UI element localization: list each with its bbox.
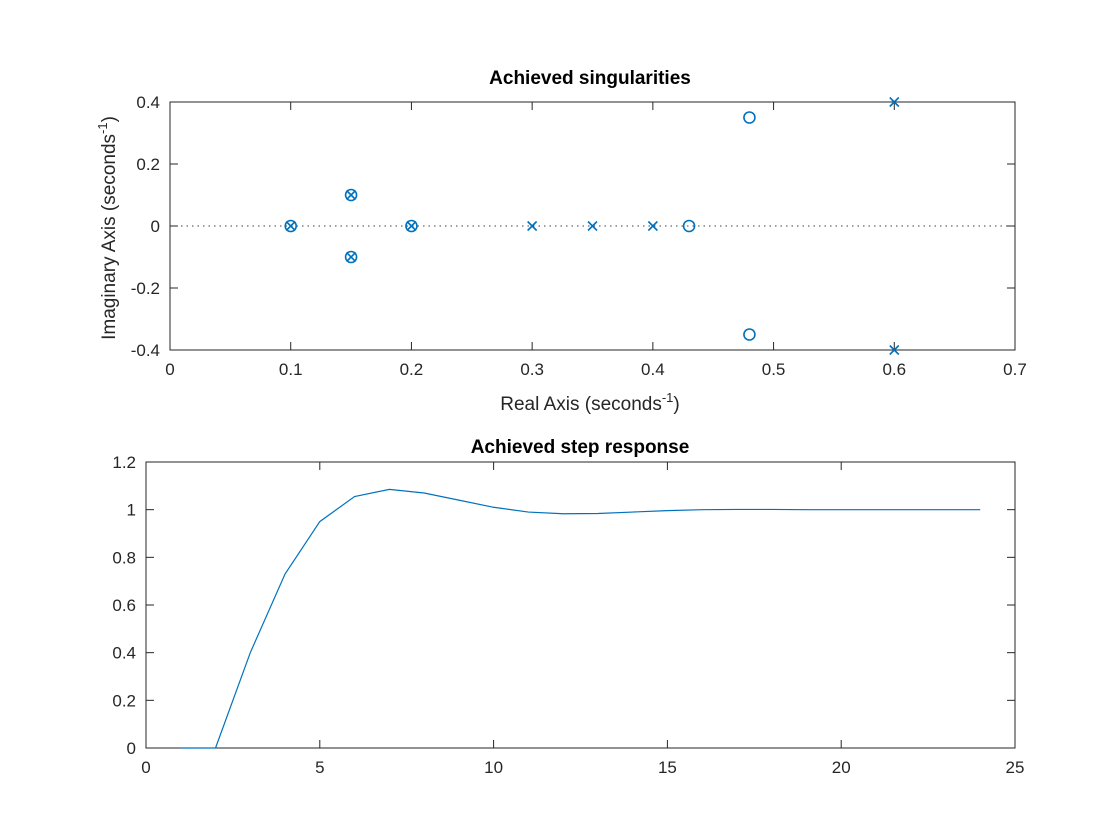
zero-marker: [743, 111, 756, 124]
step-response-plot-area: [145, 461, 1016, 749]
x-tick-label: 0.4: [641, 360, 665, 379]
x-tick-label: 0.2: [400, 360, 424, 379]
pole-marker: [285, 220, 296, 232]
y-tick-label: 0.2: [136, 155, 160, 174]
step-response-chart: Achieved step response 0 5 10 15 20 25 0 0.2 0.…: [112, 437, 1024, 777]
zero-marker: [682, 219, 696, 233]
pole-marker: [889, 96, 900, 108]
zero-marker: [344, 250, 358, 264]
pole-zero-y-ticks: -0.4 -0.2 0 0.2 0.4: [131, 93, 1015, 360]
pole-marker: [406, 220, 417, 232]
zero-marker: [405, 219, 418, 233]
pole-zero-markers: [284, 96, 900, 356]
step-response-x-ticks: 0 5 10 15 20 25: [141, 462, 1024, 777]
y-tick-label: 0.2: [112, 691, 136, 710]
x-tick-label: 0: [141, 758, 150, 777]
y-tick-label: 0.4: [112, 644, 136, 663]
y-tick-label: 1: [127, 501, 136, 520]
pole-marker: [587, 220, 598, 232]
y-tick-label: 0.6: [112, 596, 136, 615]
step-response-title: Achieved step response: [471, 437, 690, 458]
y-tick-label: 0.8: [112, 548, 136, 567]
pole-zero-x-ticks: 0 0.1 0.2 0.3 0.4 0.5 0.6 0.7: [165, 102, 1027, 379]
pole-marker: [346, 189, 357, 201]
x-tick-label: 0.6: [882, 360, 906, 379]
y-tick-label: 0: [151, 217, 160, 236]
x-tick-label: 0.1: [279, 360, 303, 379]
pole-marker: [647, 220, 658, 232]
pole-marker: [889, 344, 900, 356]
step-response-y-ticks: 0 0.2 0.4 0.6 0.8 1 1.2: [112, 453, 1015, 758]
y-tick-label: -0.2: [131, 279, 160, 298]
zero-marker: [743, 328, 756, 341]
y-tick-label: 0.4: [136, 93, 160, 112]
x-tick-label: 0.7: [1003, 360, 1027, 379]
y-tick-label: -0.4: [131, 341, 160, 360]
x-tick-label: 25: [1006, 758, 1025, 777]
x-tick-label: 5: [315, 758, 324, 777]
pole-marker: [527, 220, 538, 232]
pole-zero-chart: Achieved singularities 0 0.1 0.2 0.3 0.4 0.5 0…: [95, 68, 1027, 415]
y-tick-label: 1.2: [112, 453, 136, 472]
x-tick-label: 0.5: [762, 360, 786, 379]
step-response-line: [180, 488, 981, 749]
zero-marker: [284, 219, 298, 233]
x-tick-label: 15: [658, 758, 677, 777]
pole-zero-x-label: Real Axis (seconds-1): [500, 390, 679, 415]
x-tick-label: 0: [165, 360, 174, 379]
zero-marker: [344, 188, 358, 202]
pole-marker: [346, 251, 357, 263]
x-tick-label: 20: [832, 758, 851, 777]
pole-zero-y-label: Imaginary Axis (seconds-1): [95, 116, 120, 340]
x-tick-label: 0.3: [520, 360, 544, 379]
pole-zero-title: Achieved singularities: [489, 68, 691, 89]
x-tick-label: 10: [484, 758, 503, 777]
y-tick-label: 0: [127, 739, 136, 758]
